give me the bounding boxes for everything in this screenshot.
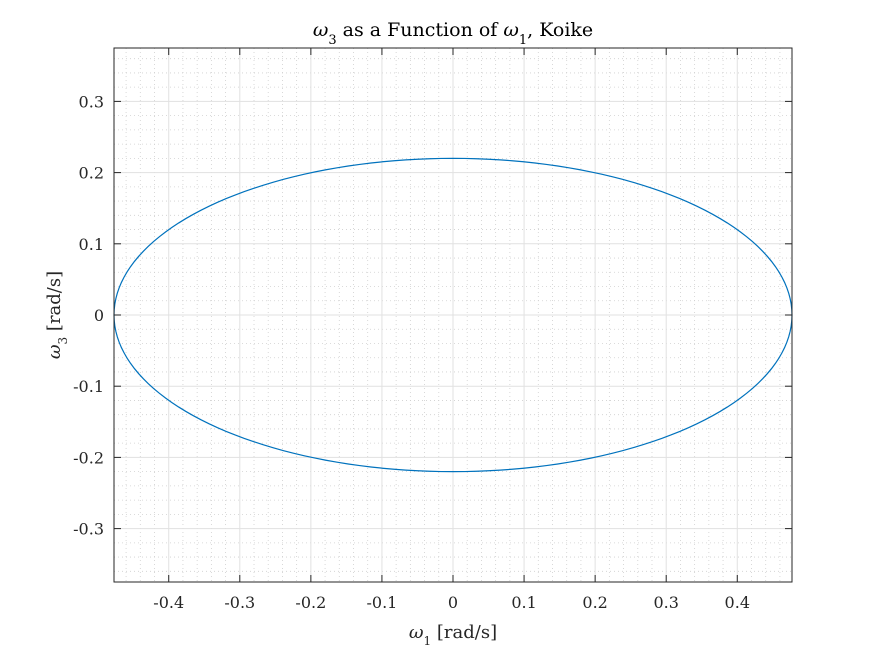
x-tick-label: 0.3 [653,593,678,612]
x-tick-label: 0 [448,593,458,612]
x-tick-label: -0.2 [295,593,326,612]
y-axis-label-unit: [rad/s] [44,271,65,337]
x-axis-label-subscript: 1 [424,634,432,648]
y-tick-label: 0.2 [79,164,104,183]
x-axis-label: ω1 [rad/s] [409,622,497,648]
title-suffix-subscript: 1 [519,33,527,48]
title-prefix-symbol: ω [313,19,329,41]
y-axis-label: ω3 [rad/s] [44,271,70,359]
x-tick-label: -0.3 [224,593,255,612]
x-tick-label: 0.2 [582,593,607,612]
title-suffix: , Koike [527,19,593,41]
title-middle: as a Function of [337,19,504,41]
x-tick-label: 0.1 [511,593,536,612]
y-tick-label: -0.1 [73,377,104,396]
y-tick-label: 0.3 [79,92,104,111]
x-axis-label-symbol: ω [409,622,424,643]
x-axis-label-unit: [rad/s] [431,622,497,643]
y-axis-label-symbol: ω [44,344,65,359]
title-prefix-subscript: 3 [328,33,336,48]
x-tick-label: -0.4 [153,593,184,612]
y-axis-label-subscript: 3 [56,337,70,345]
tick-marks [114,48,792,582]
y-tick-label: 0.1 [79,235,104,254]
major-grid [114,48,792,582]
minor-grid [114,48,792,582]
y-tick-label: 0 [94,306,104,325]
tick-labels: -0.4 -0.3 -0.2 -0.1 0 0.1 0.2 0.3 0.4 0.3 0.2 0.1 0 -… [73,92,750,612]
chart-title: ω3 as a Function of ω1, Koike [313,19,593,48]
x-tick-label: -0.1 [367,593,398,612]
y-tick-label: -0.3 [73,520,104,539]
title-suffix-symbol: ω [503,19,519,41]
y-tick-label: -0.2 [73,448,104,467]
x-tick-label: 0.4 [725,593,750,612]
